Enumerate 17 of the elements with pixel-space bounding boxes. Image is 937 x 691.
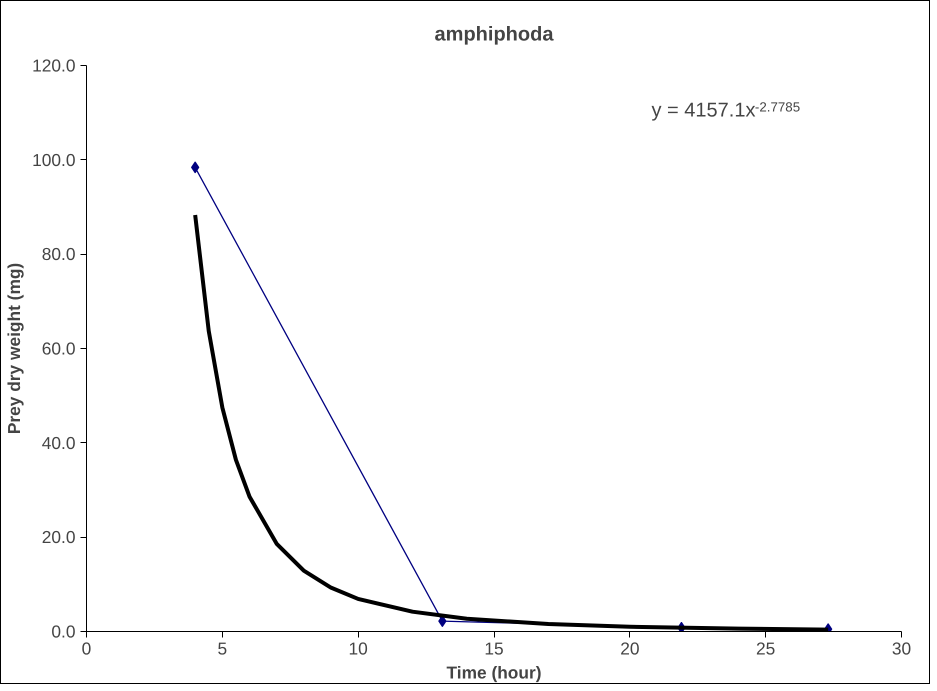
y-tick-label: 20.0	[42, 527, 76, 548]
y-tick-label: 0.0	[51, 622, 76, 642]
x-tick-label: 15	[484, 638, 504, 658]
y-tick-label: 60.0	[42, 338, 76, 358]
x-tick-label: 0	[82, 638, 92, 658]
x-tick-label: 30	[892, 638, 912, 658]
x-tick-label: 20	[620, 638, 640, 658]
x-tick-label: 25	[756, 638, 776, 658]
x-axis-title: Time (hour)	[446, 662, 542, 682]
y-tick-label: 100.0	[32, 150, 76, 170]
y-tick-label: 120.0	[32, 56, 76, 76]
x-tick-label: 10	[348, 638, 368, 658]
x-tick-label: 5	[218, 638, 228, 658]
y-axis-title: Prey dry weight (mg)	[4, 262, 24, 434]
y-tick-label: 40.0	[42, 432, 76, 453]
chart-title: amphiphoda	[434, 24, 554, 46]
y-tick-label: 80.0	[42, 244, 76, 264]
